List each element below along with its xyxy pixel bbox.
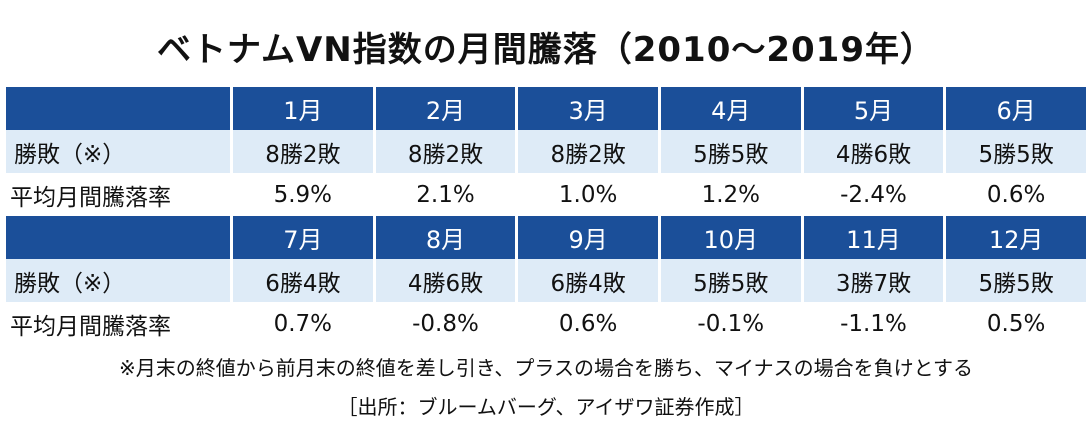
row-label-avg-change: 平均月間騰落率: [6, 302, 230, 345]
month-header-cell: 3月: [518, 87, 658, 130]
avg-change-cell: -0.8%: [375, 302, 516, 345]
header-corner-cell: [6, 87, 230, 130]
avg-change-row-1: 平均月間騰落率 5.9% 2.1% 1.0% 1.2% -2.4% 0.6%: [6, 173, 1086, 216]
month-header-cell: 1月: [233, 87, 373, 130]
win-loss-cell: 6勝4敗: [233, 259, 373, 302]
win-loss-cell: 3勝7敗: [803, 259, 944, 302]
month-header-cell: 10月: [660, 216, 801, 259]
month-header-cell: 5月: [803, 87, 944, 130]
avg-change-cell: 0.6%: [518, 302, 658, 345]
avg-change-cell: -2.4%: [803, 173, 944, 216]
source-credit: ［出所：ブルームバーグ、アイザワ証券作成］: [337, 395, 755, 419]
month-header-cell: 11月: [803, 216, 944, 259]
month-header-cell: 6月: [946, 87, 1086, 130]
page-title: ベトナムVN指数の月間騰落（2010～2019年）: [156, 30, 935, 70]
avg-change-row-2: 平均月間騰落率 0.7% -0.8% 0.6% -0.1% -1.1% 0.5%: [6, 302, 1086, 345]
avg-change-cell: 0.6%: [946, 173, 1086, 216]
month-header-cell: 8月: [375, 216, 516, 259]
monthly-performance-table: 1月 2月 3月 4月 5月 6月 勝敗（※） 8勝2敗 8勝2敗 8勝2敗 5…: [3, 87, 1089, 345]
month-header-row-1: 1月 2月 3月 4月 5月 6月: [6, 87, 1086, 130]
row-label-win-loss: 勝敗（※）: [6, 130, 230, 173]
avg-change-cell: 0.7%: [233, 302, 373, 345]
avg-change-cell: 1.0%: [518, 173, 658, 216]
win-loss-row-2: 勝敗（※） 6勝4敗 4勝6敗 6勝4敗 5勝5敗 3勝7敗 5勝5敗: [6, 259, 1086, 302]
win-loss-row-1: 勝敗（※） 8勝2敗 8勝2敗 8勝2敗 5勝5敗 4勝6敗 5勝5敗: [6, 130, 1086, 173]
avg-change-cell: 1.2%: [660, 173, 801, 216]
month-header-cell: 12月: [946, 216, 1086, 259]
month-header-cell: 9月: [518, 216, 658, 259]
win-loss-cell: 4勝6敗: [803, 130, 944, 173]
avg-change-cell: 2.1%: [375, 173, 516, 216]
win-loss-cell: 8勝2敗: [375, 130, 516, 173]
month-header-cell: 7月: [233, 216, 373, 259]
avg-change-cell: 5.9%: [233, 173, 373, 216]
header-corner-cell: [6, 216, 230, 259]
win-loss-cell: 8勝2敗: [233, 130, 373, 173]
month-header-cell: 2月: [375, 87, 516, 130]
win-loss-cell: 5勝5敗: [660, 130, 801, 173]
month-header-row-2: 7月 8月 9月 10月 11月 12月: [6, 216, 1086, 259]
month-header-cell: 4月: [660, 87, 801, 130]
avg-change-cell: 0.5%: [946, 302, 1086, 345]
avg-change-cell: -1.1%: [803, 302, 944, 345]
footnote: ※月末の終値から前月末の終値を差し引き、プラスの場合を勝ち、マイナスの場合を負け…: [119, 356, 973, 380]
win-loss-cell: 6勝4敗: [518, 259, 658, 302]
row-label-avg-change: 平均月間騰落率: [6, 173, 230, 216]
row-label-win-loss: 勝敗（※）: [6, 259, 230, 302]
win-loss-cell: 5勝5敗: [660, 259, 801, 302]
win-loss-cell: 8勝2敗: [518, 130, 658, 173]
avg-change-cell: -0.1%: [660, 302, 801, 345]
win-loss-cell: 5勝5敗: [946, 130, 1086, 173]
win-loss-cell: 4勝6敗: [375, 259, 516, 302]
win-loss-cell: 5勝5敗: [946, 259, 1086, 302]
